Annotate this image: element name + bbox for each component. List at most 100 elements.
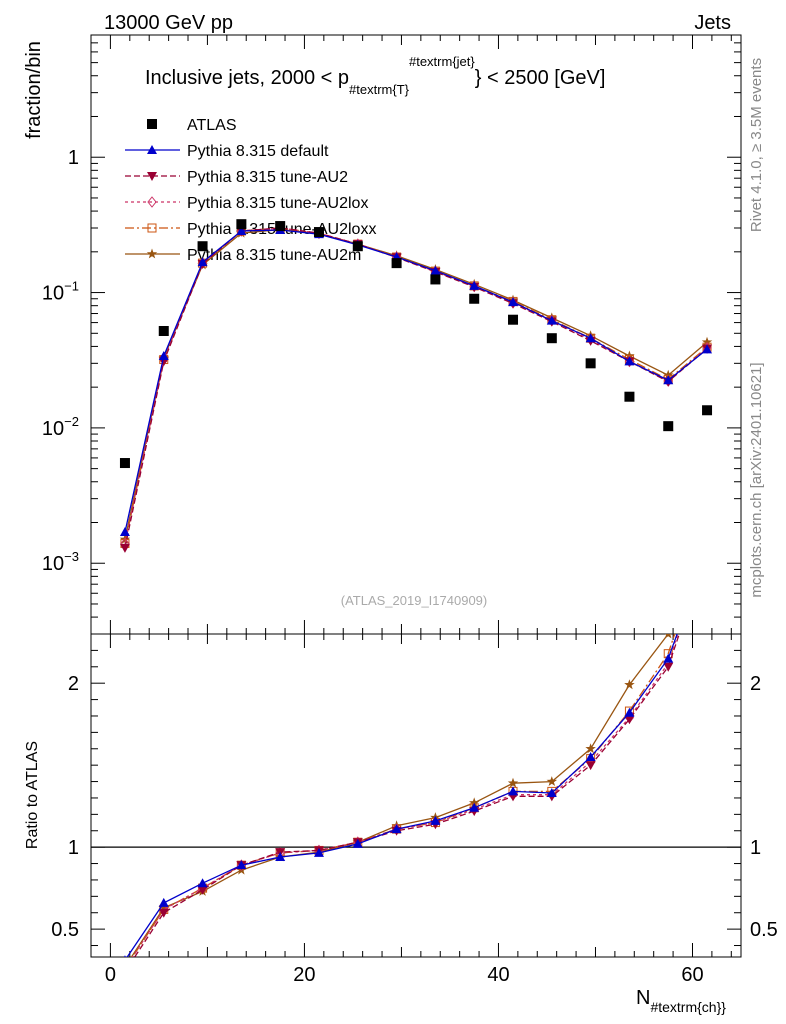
series-line — [124, 227, 708, 548]
plot-title: Inclusive jets, 2000 < p#textrm{T} #textr… — [145, 54, 605, 97]
marker-square — [702, 405, 713, 416]
marker-square — [147, 119, 157, 129]
ratio-y-tick-label: 2 — [68, 673, 79, 695]
title-prefix: Inclusive jets, 2000 < p — [145, 67, 349, 89]
marker-triangle-down — [158, 908, 169, 918]
series-pythia-8-315-tune-au2 — [119, 223, 713, 553]
marker-square — [119, 458, 130, 469]
marker-triangle-up — [469, 280, 480, 290]
x-tick-label: 20 — [293, 964, 315, 986]
legend-label: ATLAS — [187, 117, 237, 134]
marker-triangle-up — [236, 226, 247, 236]
legend-item: Pythia 8.315 tune-AU2m — [125, 247, 361, 264]
series-line — [124, 228, 708, 540]
x-tick-label: 40 — [487, 964, 509, 986]
marker-triangle-down — [585, 761, 596, 771]
ratio-panel: 0 20 40 60 0.5 0.5 1 1 2 2 — [51, 633, 778, 986]
marker-triangle-up — [702, 547, 712, 556]
y-tick-label: 10−3 — [42, 549, 79, 575]
marker-star — [120, 961, 131, 971]
main-panel: 110−110−210−3 — [42, 34, 742, 635]
marker-triangle-up — [391, 824, 402, 834]
marker-triangle-up — [546, 788, 557, 798]
energy-label: 13000 GeV pp — [104, 12, 233, 34]
title-subscript: #textrm{T} — [349, 82, 410, 97]
marker-triangle-up — [119, 527, 130, 537]
marker-triangle-up — [585, 751, 596, 761]
category-label: Jets — [694, 12, 731, 34]
y-tick-label-base: 10 — [42, 418, 64, 440]
y-tick-label-base: 10 — [42, 283, 64, 305]
series-pythia-8-315-tune-au2loxx — [120, 223, 712, 548]
ratio-y-tick-label-right: 0.5 — [750, 919, 778, 941]
ratio-y-tick-label-right: 2 — [750, 673, 761, 695]
marker-star — [701, 336, 713, 347]
ratio-y-tick-label: 1 — [68, 837, 79, 859]
ratio-line — [130, 634, 669, 957]
marker-square-open — [147, 223, 157, 233]
series-layer — [119, 219, 713, 553]
marker-triangle-up — [430, 265, 441, 275]
marker-triangle-up — [585, 333, 596, 343]
x-tick-label: 0 — [105, 964, 116, 986]
y-tick-label-exponent: −1 — [64, 279, 79, 294]
x-axis-label: N#textrm{ch}} — [636, 987, 726, 1015]
series-line — [124, 229, 708, 533]
marker-triangle-up — [702, 344, 713, 354]
y-tick-label: 1 — [68, 147, 79, 169]
series-pythia-8-315-default — [119, 224, 713, 537]
marker-square — [546, 333, 557, 344]
legend-item: Pythia 8.315 tune-AU2lox — [125, 195, 368, 212]
marker-star — [585, 743, 596, 754]
mcplots-label: mcplots.cern.ch [arXiv:2401.10621] — [748, 362, 765, 597]
x-tick-label: 60 — [681, 964, 703, 986]
marker-square — [275, 221, 286, 232]
marker-square-open — [121, 964, 129, 972]
marker-triangle-up — [147, 145, 157, 154]
marker-square — [158, 325, 169, 336]
marker-square — [585, 358, 596, 369]
marker-triangle-up — [663, 653, 674, 663]
marker-star — [469, 797, 480, 808]
marker-star — [146, 248, 158, 259]
marker-triangle-down — [147, 172, 157, 181]
marker-star — [624, 679, 635, 690]
marker-triangle-up — [313, 847, 324, 857]
legend-item: Pythia 8.315 default — [125, 143, 329, 160]
marker-square-open — [703, 532, 711, 540]
marker-triangle-up — [158, 897, 169, 907]
marker-triangle-down — [624, 715, 635, 725]
y-tick-label-exponent: −3 — [64, 549, 79, 564]
marker-square — [508, 314, 519, 325]
marker-triangle-up — [352, 838, 363, 848]
marker-square — [236, 219, 247, 230]
ratio-line — [126, 634, 678, 957]
legend-item: ATLAS — [147, 117, 237, 134]
marker-square — [430, 274, 441, 285]
marker-square — [313, 227, 324, 238]
ratio-frame-box — [90, 633, 742, 958]
marker-triangle-up — [663, 375, 674, 385]
x-axis-label-subscript: #textrm{ch}} — [650, 999, 726, 1015]
ratio-y-tick-label: 0.5 — [51, 919, 79, 941]
marker-triangle-up — [123, 955, 126, 957]
ratio-series-layer — [120, 481, 713, 972]
legend-label: Pythia 8.315 default — [187, 143, 329, 160]
y-axis-label: fraction/bin — [23, 41, 45, 139]
legend-item: Pythia 8.315 tune-AU2loxx — [125, 221, 376, 238]
series-line — [124, 227, 708, 544]
marker-square — [197, 241, 208, 252]
series-atlas — [119, 219, 713, 469]
title-suffix: } < 2500 [GeV] — [475, 67, 606, 89]
y-tick-label: 10−2 — [42, 414, 79, 440]
marker-triangle-up — [275, 851, 286, 861]
legend-item: Pythia 8.315 tune-AU2 — [125, 169, 348, 186]
legend-label: Pythia 8.315 tune-AU2 — [187, 169, 348, 186]
marker-star — [702, 481, 713, 491]
marker-triangle-up — [624, 707, 635, 717]
y-tick-label: 10−1 — [42, 279, 79, 305]
marker-star — [665, 634, 672, 639]
legend: ATLAS Pythia 8.315 default Pythia 8.315 tu… — [125, 117, 376, 264]
marker-star — [663, 369, 674, 380]
marker-triangle-up — [158, 350, 169, 360]
